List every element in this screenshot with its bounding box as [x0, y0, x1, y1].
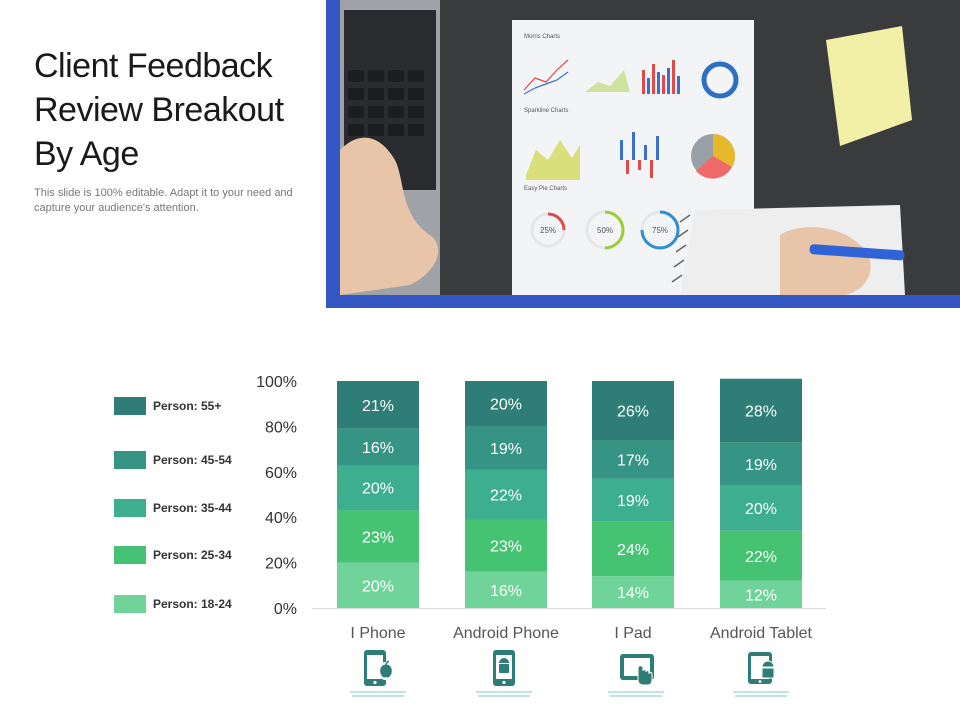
bar-segment [337, 428, 419, 465]
bar-segment [592, 478, 674, 522]
data-label: 19% [490, 441, 522, 458]
data-label: 14% [617, 585, 649, 602]
legend-item-18-24: Person: 18-24 [114, 595, 274, 615]
bar-segment [720, 580, 802, 608]
legend-swatch-55-plus [114, 397, 146, 415]
data-label: 20% [745, 501, 777, 518]
legend-swatch-35-44 [114, 499, 146, 517]
photo-donut-label-3: 75% [652, 226, 668, 235]
bar-segment [337, 562, 419, 608]
data-label: 20% [490, 397, 522, 414]
bar-segment [592, 521, 674, 577]
legend-item-45-54: Person: 45-54 [114, 451, 274, 471]
data-label: 12% [745, 587, 777, 604]
desk-analytics-photo: Morris Charts Sparkline Charts Easy Pie … [340, 0, 960, 295]
data-label: 23% [490, 539, 522, 556]
photo-document-heading: Morris Charts [524, 34, 560, 40]
x-category-label: Android Tablet [710, 625, 813, 642]
photo-donut-label-2: 50% [597, 226, 613, 235]
legend-swatch-45-54 [114, 451, 146, 469]
data-label: 19% [617, 493, 649, 510]
android-phone-icon [476, 650, 532, 697]
y-tick-label: 100% [256, 374, 297, 391]
x-category-label: I Phone [350, 625, 405, 642]
bar-segment [592, 576, 674, 608]
data-label: 19% [745, 457, 777, 474]
y-tick-label: 60% [265, 465, 297, 482]
y-tick-label: 20% [265, 556, 297, 573]
x-category-label: I Pad [614, 625, 651, 642]
bar-segment [592, 440, 674, 479]
iphone-apple-icon [350, 650, 406, 697]
legend-label-55-plus: Person: 55+ [153, 399, 222, 413]
data-label: 23% [362, 529, 394, 546]
bar-segment [720, 378, 802, 443]
data-label: 16% [490, 583, 522, 600]
legend-label-18-24: Person: 18-24 [153, 597, 232, 611]
bar-segment [465, 426, 547, 470]
legend-label-45-54: Person: 45-54 [153, 453, 232, 467]
bar-segment [465, 469, 547, 520]
data-label: 21% [362, 398, 394, 415]
legend-swatch-25-34 [114, 546, 146, 564]
bar-segment [337, 381, 419, 429]
android-tablet-icon [733, 652, 789, 697]
data-label: 16% [362, 440, 394, 457]
ipad-touch-icon [608, 654, 664, 697]
bar-segment [337, 510, 419, 563]
y-tick-label: 0% [274, 601, 297, 618]
data-label: 26% [617, 404, 649, 421]
bar-segment [720, 485, 802, 531]
legend-label-35-44: Person: 35-44 [153, 501, 232, 515]
data-label: 24% [617, 542, 649, 559]
bar-segment [465, 381, 547, 427]
y-tick-label: 80% [265, 419, 297, 436]
bar-segment [720, 442, 802, 486]
bar-segment [592, 381, 674, 441]
legend-item-35-44: Person: 35-44 [114, 499, 274, 519]
legend-label-25-34: Person: 25-34 [153, 548, 232, 562]
photo-donut-label-1: 25% [540, 226, 556, 235]
data-label: 22% [490, 488, 522, 505]
photo-sparkline-heading: Sparkline Charts [524, 108, 568, 114]
data-label: 22% [745, 549, 777, 566]
bar-segment [720, 530, 802, 581]
page-title: Client Feedback Review Breakout By Age [34, 47, 284, 173]
data-label: 20% [362, 578, 394, 595]
data-label: 17% [617, 452, 649, 469]
page-subtitle: This slide is 100% editable. Adapt it to… [34, 187, 293, 214]
legend-item-55-plus: Person: 55+ [114, 397, 274, 417]
bar-segment [337, 464, 419, 511]
bar-segment [465, 519, 547, 572]
x-category-label: Android Phone [453, 625, 559, 642]
data-label: 20% [362, 481, 394, 498]
data-label: 28% [745, 404, 777, 421]
photo-pie-heading: Easy Pie Charts [524, 186, 567, 192]
legend-swatch-18-24 [114, 595, 146, 613]
legend-item-25-34: Person: 25-34 [114, 546, 274, 566]
y-tick-label: 40% [265, 510, 297, 527]
bar-segment [465, 571, 547, 608]
